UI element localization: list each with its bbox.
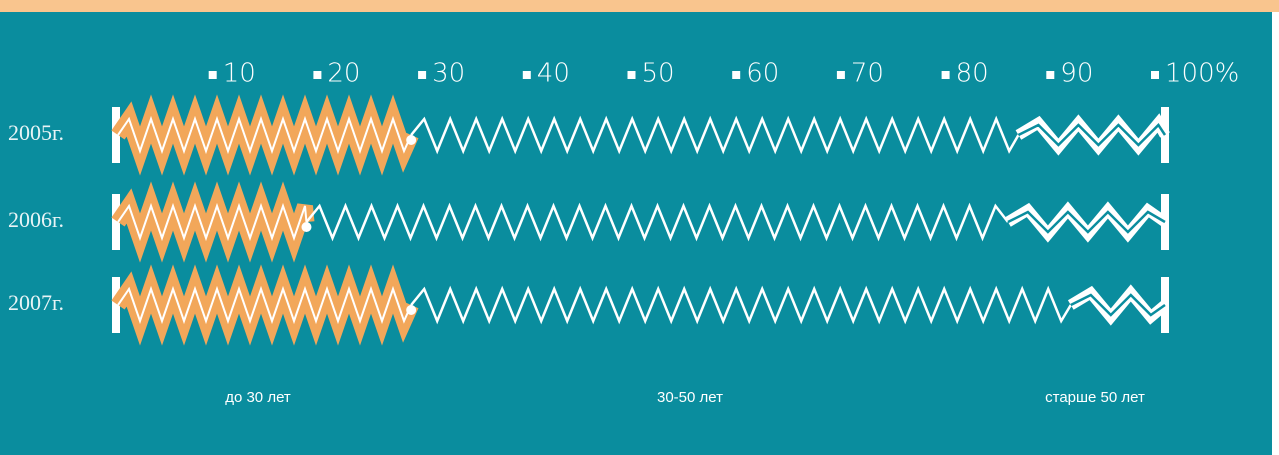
joint-dot xyxy=(406,305,417,315)
segment-line xyxy=(1017,123,1167,147)
joint-dot xyxy=(406,135,417,145)
tick-mark xyxy=(941,71,950,79)
segment-line xyxy=(1007,210,1166,234)
tick-mark xyxy=(1046,71,1055,79)
segment-line xyxy=(117,202,308,242)
bar-cap xyxy=(112,277,120,333)
tick-label: 10 xyxy=(223,59,256,89)
bar-segment xyxy=(410,115,1020,155)
bar-segment xyxy=(410,285,1072,325)
top-strip xyxy=(0,0,1279,12)
tick-mark xyxy=(1151,71,1159,79)
bar-cap xyxy=(112,194,120,250)
tick-label: 80 xyxy=(956,59,989,89)
tick-label: 20 xyxy=(327,59,360,89)
bar-cap xyxy=(112,107,120,163)
year-label: 2007г. xyxy=(8,290,64,315)
tick-mark xyxy=(732,71,741,79)
tick-label: 40 xyxy=(537,59,570,89)
bar-segment xyxy=(305,202,1009,242)
segment-line xyxy=(1070,293,1166,317)
tick-mark xyxy=(836,71,845,79)
tick-label: 70 xyxy=(851,59,884,89)
segment-line xyxy=(117,115,413,155)
year-label: 2005г. xyxy=(8,120,64,145)
segment-line xyxy=(117,285,413,325)
tick-mark xyxy=(627,71,636,79)
joint-dot xyxy=(301,222,312,232)
tick-mark xyxy=(522,71,531,79)
tick-label: 60 xyxy=(746,59,779,89)
legend-label: до 30 лет xyxy=(225,389,291,406)
tick-label: 50 xyxy=(642,59,675,89)
tick-mark xyxy=(313,71,322,79)
legend-label: старше 50 лет xyxy=(1045,389,1145,406)
tick-label: 30 xyxy=(432,59,465,89)
legend-label: 30-50 лет xyxy=(657,389,723,406)
year-label: 2006г. xyxy=(8,207,64,232)
tick-label: 100% xyxy=(1165,59,1239,89)
tick-mark xyxy=(418,71,427,79)
tick-label: 90 xyxy=(1060,59,1093,89)
tick-mark xyxy=(208,71,217,79)
